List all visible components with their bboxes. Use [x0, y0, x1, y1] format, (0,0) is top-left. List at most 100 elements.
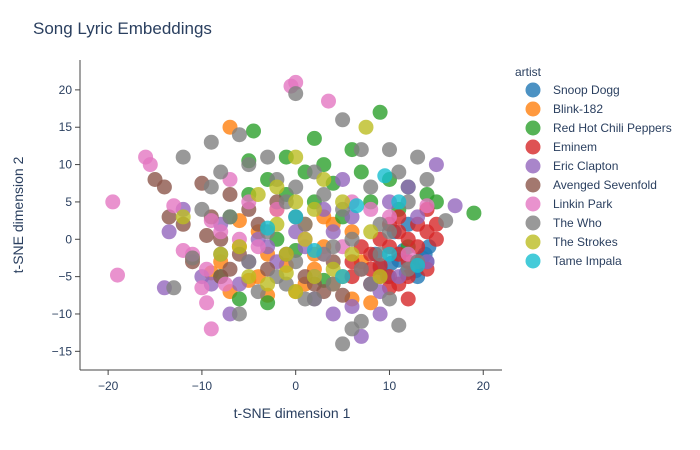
data-point [363, 295, 379, 311]
data-point [199, 295, 215, 311]
legend-item[interactable]: Eminem [525, 139, 598, 155]
data-point [372, 104, 388, 120]
data-point [213, 246, 229, 262]
data-point [344, 246, 360, 262]
data-point [241, 254, 257, 270]
data-point [269, 179, 285, 195]
data-point [400, 179, 416, 195]
y-axis: −15 −10 −5 0 5 10 15 20 [52, 60, 81, 370]
data-point [344, 231, 360, 247]
data-point [419, 172, 435, 187]
data-point [382, 291, 397, 307]
legend-item[interactable]: Tame Impala [525, 253, 623, 269]
data-point [400, 291, 416, 307]
data-point [217, 276, 233, 292]
x-tick-label: −10 [192, 379, 213, 393]
data-point [363, 201, 379, 217]
legend-item[interactable]: Blink-182 [525, 101, 604, 117]
data-point [161, 224, 177, 240]
data-point [353, 164, 369, 180]
data-point [382, 142, 397, 158]
data-point [391, 194, 407, 210]
data-point [306, 201, 322, 217]
data-point [250, 239, 266, 255]
y-tick-label: 5 [65, 195, 72, 209]
data-point [410, 209, 426, 225]
legend-label: Eric Clapton [553, 159, 618, 173]
data-point [250, 187, 266, 202]
data-point [194, 201, 210, 217]
data-point [199, 261, 215, 277]
data-point [321, 93, 336, 109]
legend-item[interactable]: Eric Clapton [525, 158, 619, 174]
data-point [231, 306, 247, 322]
legend-label: Blink-182 [553, 102, 603, 116]
data-point [175, 149, 191, 165]
legend-label: Snoop Dogg [553, 83, 620, 97]
x-tick-label: 0 [292, 379, 299, 393]
data-point [325, 224, 341, 240]
data-point [166, 280, 182, 296]
data-point [391, 317, 407, 333]
y-tick-label: 10 [59, 158, 73, 172]
legend-label: Linkin Park [553, 197, 613, 211]
legend-marker [525, 82, 541, 98]
data-point [142, 157, 158, 173]
y-axis-title: t-SNE dimension 2 [10, 156, 26, 273]
data-point [353, 313, 369, 329]
data-point [353, 261, 369, 277]
legend-label: Avenged Sevenfold [553, 178, 657, 192]
legend-marker [525, 177, 541, 193]
data-point [363, 179, 379, 195]
chart-title: Song Lyric Embeddings [33, 19, 212, 38]
legend-item[interactable]: The Who [525, 215, 603, 231]
legend-marker [525, 139, 541, 155]
data-point [185, 250, 200, 266]
legend-label: Red Hot Chili Peppers [553, 121, 672, 135]
data-point [175, 209, 191, 225]
legend-label: The Who [553, 216, 602, 230]
y-tick-label: 15 [59, 120, 73, 134]
legend-marker [525, 101, 541, 117]
x-tick-label: 20 [477, 379, 491, 393]
data-point [222, 261, 238, 277]
data-point [335, 194, 351, 210]
data-point [288, 209, 304, 225]
data-point [372, 306, 388, 322]
x-tick-label: −20 [98, 379, 119, 393]
data-point [344, 299, 360, 314]
legend-label: The Strokes [553, 235, 618, 249]
data-point [203, 213, 219, 229]
data-point [428, 157, 444, 173]
legend-label: Eminem [553, 140, 597, 154]
data-point [382, 246, 397, 262]
data-point [288, 149, 304, 165]
data-point [156, 179, 172, 195]
x-axis-title: t-SNE dimension 1 [234, 405, 351, 421]
data-point [297, 231, 313, 247]
data-point [306, 130, 322, 146]
legend-item[interactable]: Linkin Park [525, 196, 614, 212]
legend-marker [525, 120, 541, 136]
legend-item[interactable]: The Strokes [525, 234, 618, 250]
legend-marker [525, 196, 541, 212]
data-point [438, 213, 454, 229]
data-point [335, 336, 351, 352]
data-point [166, 198, 182, 214]
data-point [222, 187, 238, 202]
y-tick-label: −10 [52, 307, 73, 321]
legend-marker [525, 234, 541, 250]
y-tick-label: −15 [52, 344, 73, 358]
data-point [194, 280, 210, 296]
legend-marker [525, 215, 541, 231]
legend-item[interactable]: Snoop Dogg [525, 82, 620, 98]
data-point [231, 127, 247, 143]
legend-item[interactable]: Red Hot Chili Peppers [525, 120, 672, 136]
data-point [428, 231, 444, 247]
y-tick-label: −5 [58, 270, 72, 284]
data-point [325, 306, 341, 322]
data-point [231, 239, 247, 255]
legend-item[interactable]: Avenged Sevenfold [525, 177, 657, 193]
data-point [231, 291, 247, 307]
